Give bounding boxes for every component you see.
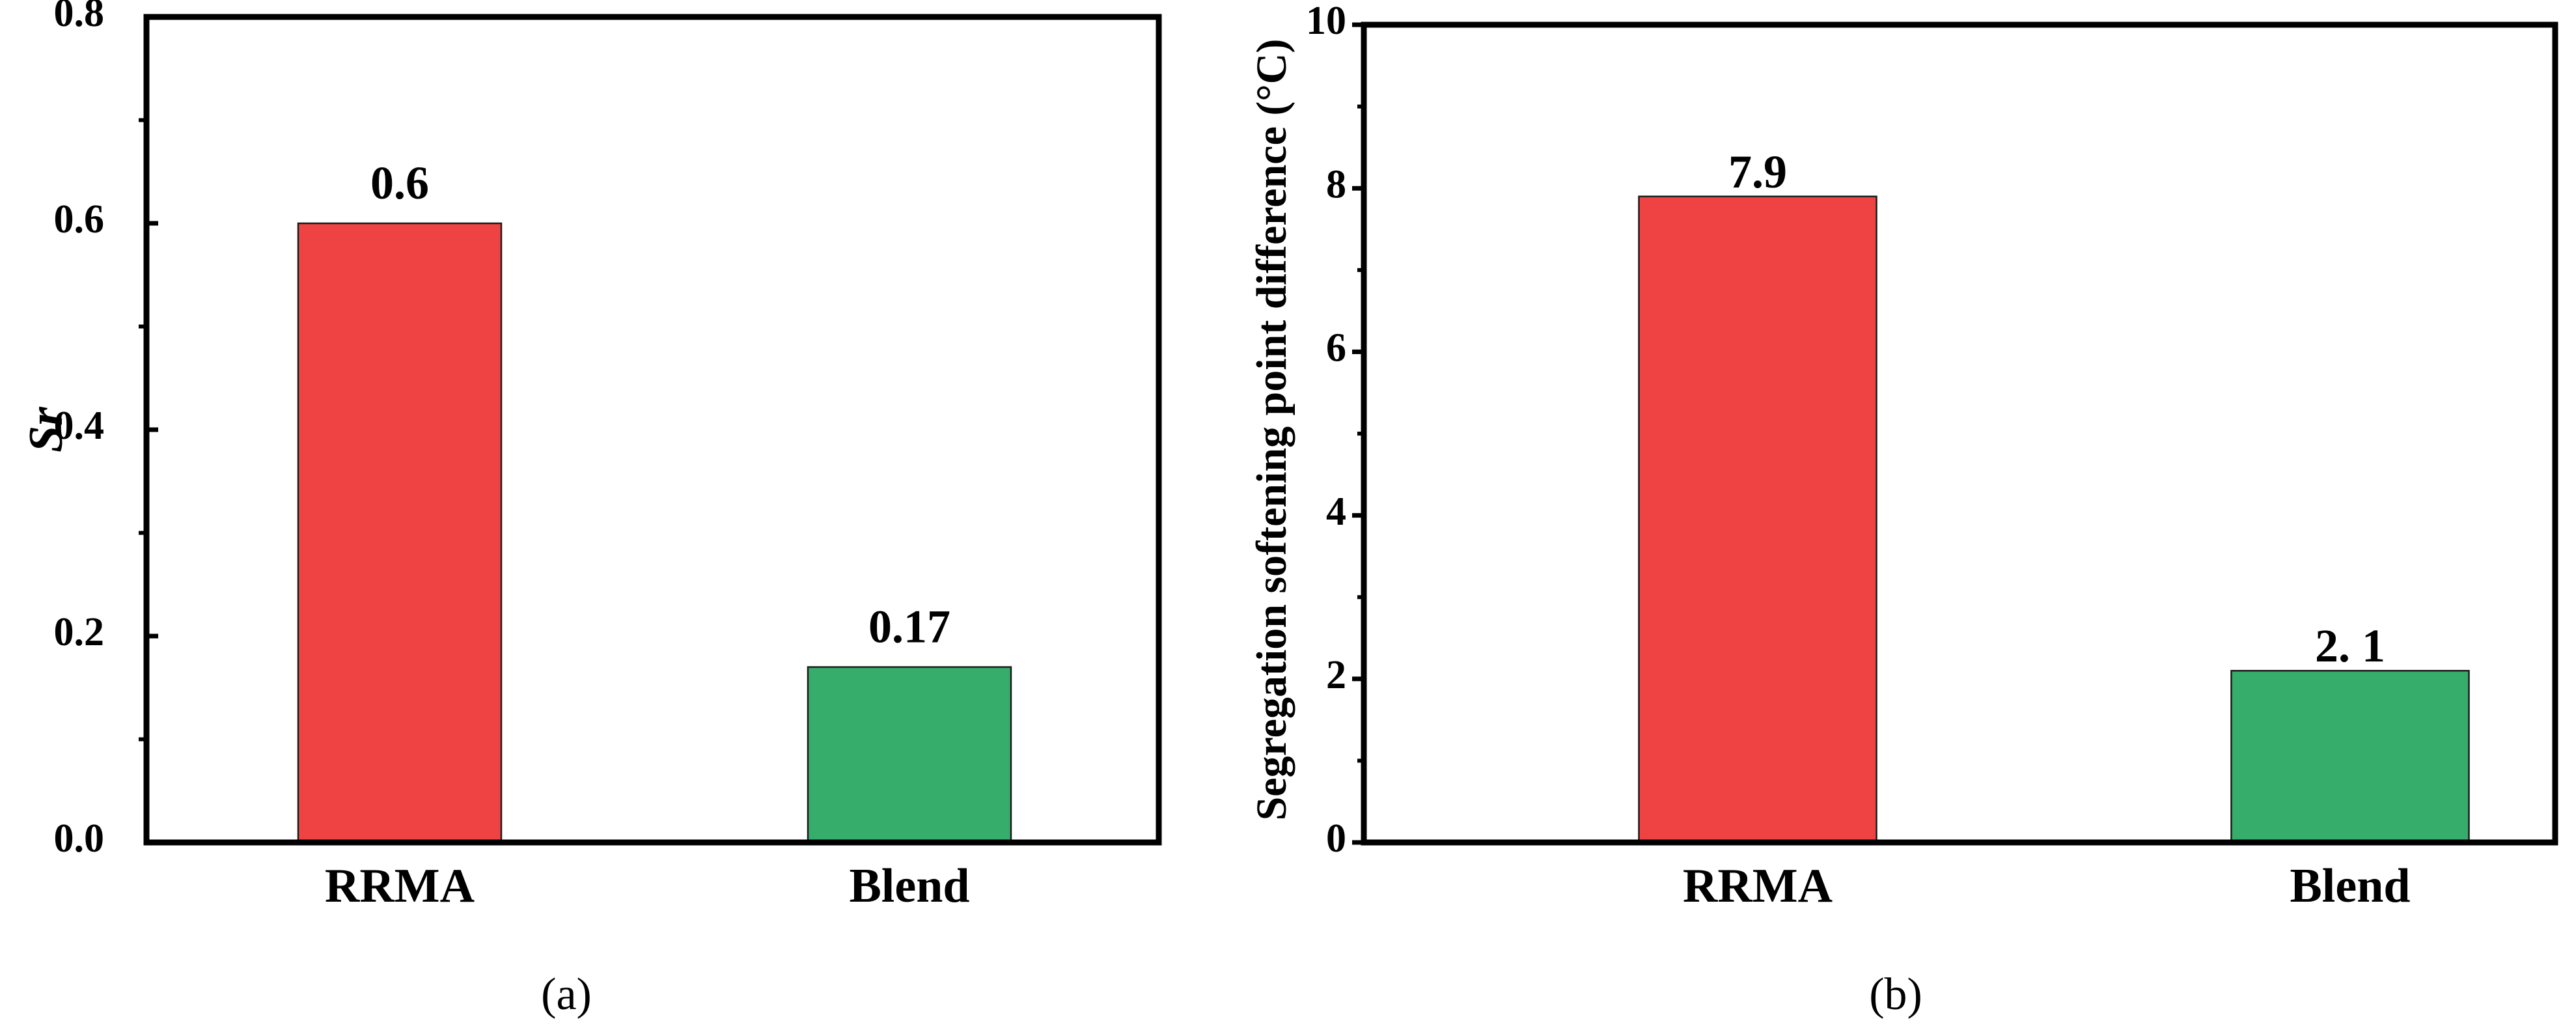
y-tick-label: 4 — [1326, 490, 1346, 534]
y-tick-label: 6 — [1326, 326, 1346, 370]
y-axis-title: Sr — [20, 406, 73, 452]
category-label-blend: Blend — [849, 859, 969, 913]
bar-blend — [2230, 669, 2470, 844]
panel-label: (a) — [541, 969, 592, 1020]
category-label-blend: Blend — [2290, 859, 2410, 913]
y-tick-label: 2 — [1326, 653, 1346, 697]
y-tick-label: 0 — [1326, 816, 1346, 861]
chart-panel-a: 0.6 0.17 0.0 0.2 0.4 0.6 0.8 RRMA Blend Sr (a) — [20, 0, 1162, 1020]
bar-rrma — [297, 222, 503, 844]
category-label-rrma: RRMA — [325, 859, 475, 913]
data-label-rrma: 0.6 — [370, 157, 429, 209]
y-tick-label: 0.0 — [54, 816, 105, 861]
category-label-rrma: RRMA — [1683, 859, 1833, 913]
y-tick-label: 0.8 — [54, 0, 105, 35]
bar-blend — [807, 666, 1012, 844]
chart-panel-b: 7.9 2. 1 0 2 4 6 8 10 RRMA Blend Segregation softe… — [1248, 0, 2558, 1020]
data-label-blend: 0.17 — [868, 601, 950, 653]
y-tick-label: 0.4 — [54, 404, 105, 448]
panel-label: (b) — [1869, 969, 1922, 1020]
y-axis-title: Segregation softening point difference (… — [1248, 39, 1295, 821]
data-label-blend: 2. 1 — [2315, 620, 2385, 672]
y-tick-label: 8 — [1326, 162, 1346, 206]
y-tick-label: 0.2 — [54, 610, 105, 654]
y-tick-label: 0.6 — [54, 197, 105, 242]
y-tick-label: 10 — [1306, 0, 1346, 43]
bar-rrma — [1638, 195, 1877, 844]
data-label-rrma: 7.9 — [1728, 146, 1787, 198]
